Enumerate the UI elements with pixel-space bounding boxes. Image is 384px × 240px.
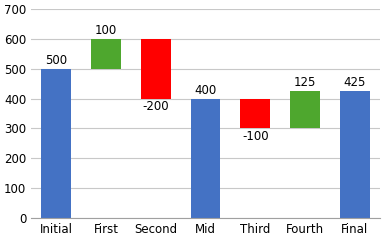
Text: 425: 425 (344, 76, 366, 90)
Text: 100: 100 (95, 24, 117, 37)
Bar (290, 91, 320, 128)
Text: 125: 125 (294, 76, 316, 90)
Text: 500: 500 (45, 54, 67, 67)
Bar (340, 91, 370, 218)
Text: -100: -100 (242, 130, 269, 143)
Text: -200: -200 (142, 101, 169, 114)
Text: 400: 400 (194, 84, 217, 97)
Bar (41, 69, 71, 218)
Bar (240, 99, 270, 128)
Bar (141, 39, 171, 99)
Bar (91, 39, 121, 69)
Bar (190, 99, 220, 218)
